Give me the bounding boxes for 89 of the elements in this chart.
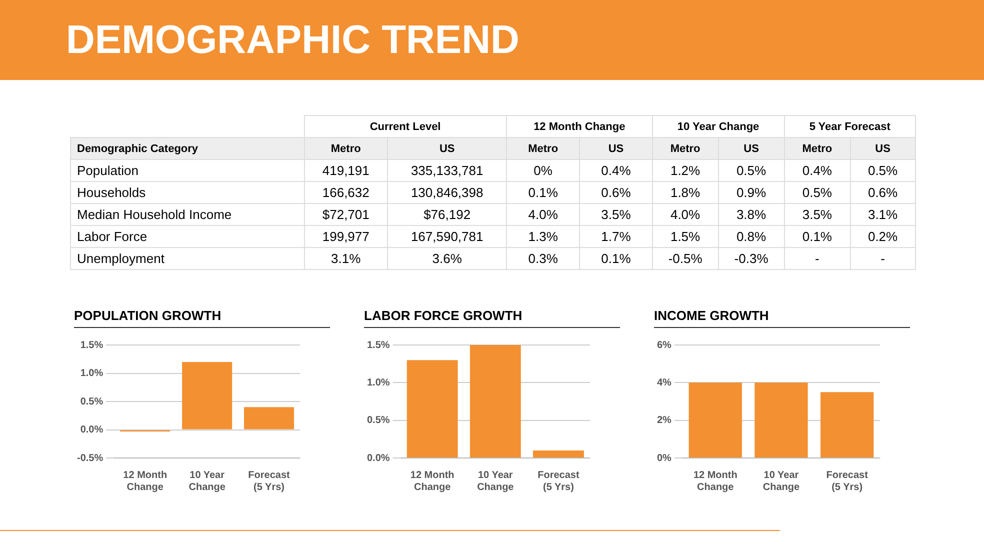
text: 0.4% [601, 163, 631, 178]
y-tick-label: 0.0% [366, 452, 390, 464]
category-label: Population [77, 163, 138, 178]
category-label: Households [77, 185, 146, 200]
x-tick-label: Forecast (5 Yrs) [248, 470, 291, 493]
text: 12 Month Change [506, 116, 652, 138]
text: 166,632 [322, 185, 370, 200]
text: 5 Year Forecast [784, 116, 916, 138]
x-tick-label: 12 Month Change [123, 470, 168, 493]
text: 0.8% [736, 229, 766, 244]
text: 0.4% [802, 163, 832, 178]
text: 3.1% [331, 251, 361, 266]
text: 0.5% [868, 163, 898, 178]
text: 167,590,781 [410, 229, 484, 244]
text: DEMOGRAPHIC TREND [66, 18, 520, 63]
text: 0.1% [528, 185, 558, 200]
text: $76,192 [424, 207, 471, 222]
text: 4.0% [670, 207, 700, 222]
y-tick-label: 1.5% [366, 340, 390, 351]
text: 0.6% [868, 185, 898, 200]
text: 0.9% [736, 185, 766, 200]
text: 1.5% [670, 229, 700, 244]
category-label: US [850, 138, 916, 160]
y-tick-label: 1.5% [80, 340, 104, 351]
x-tick-label: 10 Year Change [477, 470, 514, 493]
text: 0.5% [736, 163, 766, 178]
bar [533, 450, 584, 458]
chart-title: POPULATION GROWTH [74, 308, 330, 328]
bar [470, 345, 521, 458]
bar [406, 360, 458, 458]
text: 0.1% [601, 251, 631, 266]
text: 0% [534, 163, 552, 178]
text: 0.1% [802, 229, 832, 244]
text: -0.5% [668, 251, 702, 266]
text: 0.3% [528, 251, 558, 266]
x-tick-label: 10 Year Change [188, 470, 226, 493]
bar [182, 362, 232, 430]
y-tick-label: 4% [657, 377, 672, 388]
y-tick-label: 0.5% [366, 415, 390, 426]
text: 335,133,781 [410, 163, 484, 178]
x-tick-label: 10 Year Change [762, 470, 800, 493]
text: 419,191 [322, 163, 370, 178]
x-tick-label: 12 Month Change [693, 470, 738, 493]
category-label: Unemployment [77, 251, 164, 266]
y-tick-label: 1.0% [366, 377, 390, 388]
y-tick-label: -0.5% [77, 452, 104, 464]
category-label: Metro [304, 138, 388, 160]
x-tick-label: Forecast (5 Yrs) [538, 470, 580, 493]
chart-title: LABOR FORCE GROWTH [364, 308, 620, 328]
text: 1.7% [601, 229, 631, 244]
y-tick-label: 0% [657, 452, 672, 464]
category-label: Metro [652, 138, 718, 160]
text: 199,977 [322, 229, 370, 244]
text: 1.2% [670, 163, 700, 178]
y-tick-label: 1.0% [80, 368, 104, 379]
category-label: US [580, 138, 652, 160]
text: 1.3% [528, 229, 558, 244]
text: 1.8% [670, 185, 700, 200]
text: 4.0% [528, 207, 558, 222]
category-label: US [388, 138, 506, 160]
chart-title: INCOME GROWTH [654, 308, 910, 328]
text: 3.1% [868, 207, 898, 222]
category-label: Metro [784, 138, 850, 160]
category-label: Metro [506, 138, 580, 160]
text: 3.5% [601, 207, 631, 222]
bar [244, 407, 294, 430]
x-tick-label: 12 Month Change [410, 470, 454, 493]
text: 130,846,398 [410, 185, 484, 200]
text: -0.3% [734, 251, 768, 266]
text: 0.2% [868, 229, 898, 244]
text: - [880, 251, 885, 266]
text: 3.5% [802, 207, 832, 222]
text: 0.5% [802, 185, 832, 200]
text: 3.6% [432, 251, 462, 266]
text: 3.8% [736, 207, 766, 222]
category-label: Demographic Category [70, 138, 304, 160]
category-label: US [718, 138, 784, 160]
category-label: Labor Force [77, 229, 148, 244]
y-tick-label: 0.0% [80, 424, 104, 436]
text: 10 Year Change [652, 116, 784, 138]
y-tick-label: 2% [657, 415, 672, 426]
text: $72,701 [322, 207, 370, 222]
category-label: Median Household Income [77, 207, 232, 222]
text: Current Level [304, 116, 506, 138]
y-tick-label: 0.5% [80, 396, 104, 408]
y-tick-label: 6% [657, 340, 672, 351]
x-tick-label: Forecast (5 Yrs) [826, 470, 869, 493]
text: - [815, 251, 820, 266]
text: 0.6% [601, 185, 631, 200]
